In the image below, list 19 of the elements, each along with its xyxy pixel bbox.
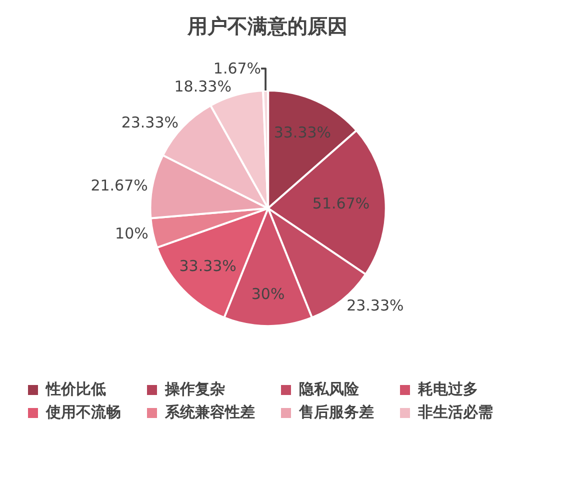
data-label: 33.33% xyxy=(179,257,236,276)
legend-label: 非生活必需 xyxy=(418,403,493,422)
data-label: 23.33% xyxy=(346,296,404,314)
data-label: 21.67% xyxy=(90,176,148,195)
data-label: 10% xyxy=(115,224,148,243)
legend-label: 系统兼容性差 xyxy=(165,403,255,422)
legend-label: 隐私风险 xyxy=(299,380,359,399)
legend-label: 使用不流畅 xyxy=(46,403,121,422)
data-label: 23.33% xyxy=(121,113,179,132)
legend-label: 性价比低 xyxy=(46,380,106,399)
data-label: 33.33% xyxy=(274,123,332,142)
data-label: 30% xyxy=(251,285,285,304)
legend-label: 售后服务差 xyxy=(299,403,374,422)
legend-label: 耗电过多 xyxy=(418,380,478,399)
data-label: 18.33% xyxy=(174,78,232,96)
data-label: 1.67% xyxy=(213,60,262,78)
data-label: 51.67% xyxy=(312,194,370,213)
chart-title: 用户不满意的原因 xyxy=(186,14,348,38)
legend-label: 操作复杂 xyxy=(165,380,225,399)
